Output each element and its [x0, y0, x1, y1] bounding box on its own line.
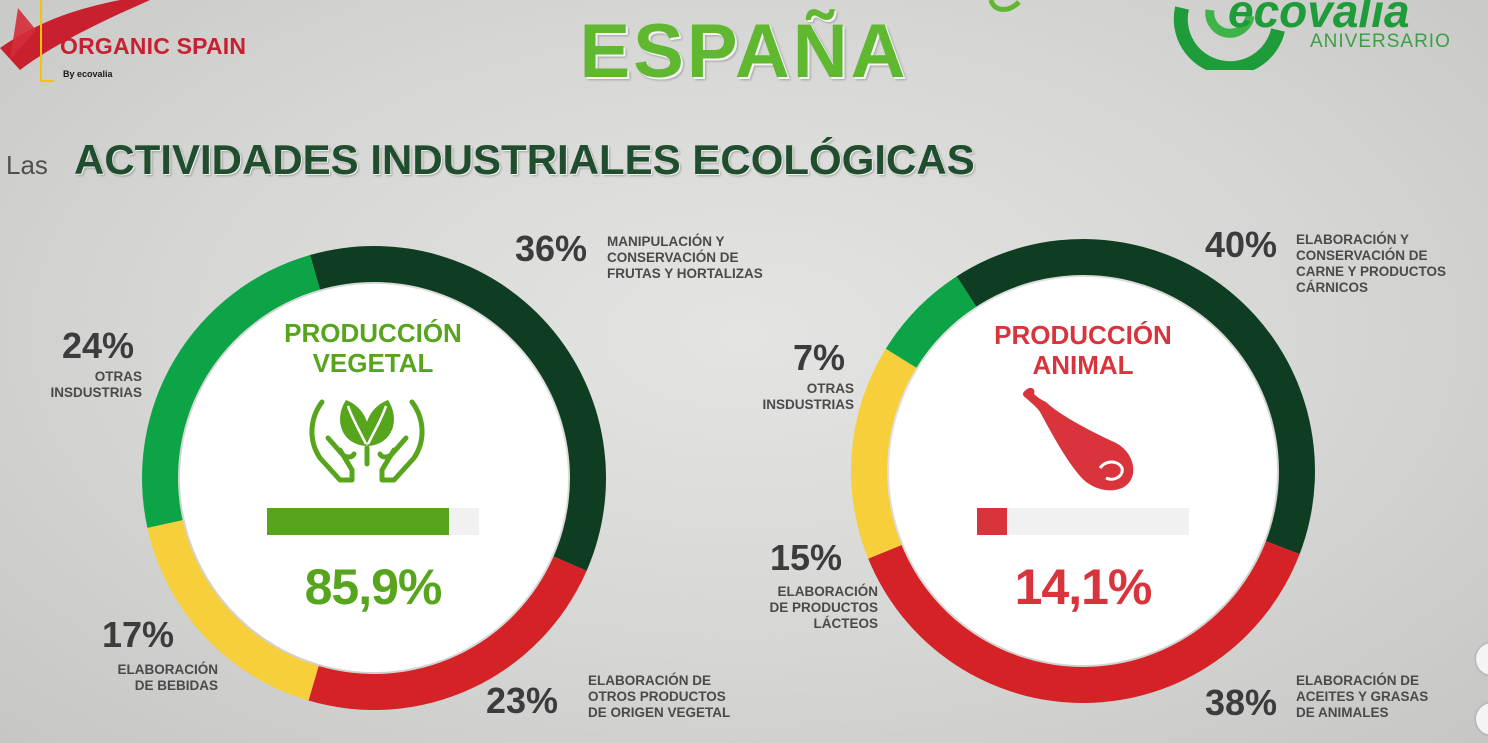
label-line: OTRAS	[806, 381, 854, 396]
label-line: ELABORACIÓN	[777, 584, 879, 599]
vegetal-pct-otros-productos: 23%	[486, 680, 559, 721]
vegetal-share-bar	[267, 508, 479, 535]
label-line: INSDUSTRIAS	[762, 397, 854, 412]
label-line: ELABORACIÓN DE	[1296, 673, 1420, 688]
label-line: DE ANIMALES	[1296, 705, 1389, 720]
label-line: INSDUSTRIAS	[50, 385, 142, 400]
scroll-control-bottom[interactable]	[1476, 703, 1488, 735]
label-line: DE BEBIDAS	[134, 678, 218, 693]
animal-pct-otras: 7%	[793, 337, 846, 378]
organic-spain-logo-text: ORGANIC SPAIN	[60, 33, 247, 59]
vegetal-label-frutas: MANIPULACIÓN Y CONSERVACIÓN DE FRUTAS Y …	[607, 234, 763, 282]
animal-share-value: 14,1%	[1014, 559, 1153, 615]
vegetal-segment-3	[142, 254, 320, 528]
animal-label-lacteos: ELABORACIÓN DE PRODUCTOS LÁCTEOS	[730, 584, 878, 632]
label-line: ELABORACIÓN	[117, 662, 219, 677]
animal-title-line2: ANIMAL	[1032, 350, 1134, 380]
label-line: CÁRNICOS	[1296, 280, 1369, 295]
animal-segment-2	[850, 348, 917, 559]
animal-label-carne: ELABORACIÓN Y CONSERVACIÓN DE CARNE Y PR…	[1296, 232, 1446, 296]
label-line: CONSERVACIÓN DE	[1296, 248, 1428, 263]
label-line: MANIPULACIÓN Y	[607, 234, 725, 249]
vegetal-segment-0	[310, 246, 606, 571]
vegetal-segment-1	[308, 556, 587, 710]
animal-pct-aceites: 38%	[1205, 682, 1278, 723]
vegetal-title-line2: VEGETAL	[312, 348, 434, 378]
vegetal-title-line1: PRODUCCIÓN	[284, 318, 462, 348]
animal-title-line1: PRODUCCIÓN	[994, 320, 1172, 350]
organic-spain-logo-subtext: By ecovalia	[63, 69, 113, 79]
vegetal-center-title: PRODUCCIÓN VEGETAL	[238, 318, 508, 378]
animal-segment-0	[956, 238, 1316, 555]
vegetal-share-bar-fill	[267, 508, 450, 535]
page-title: ESPAÑA	[579, 9, 909, 94]
vegetal-label-otros-productos: ELABORACIÓN DE OTROS PRODUCTOS DE ORIGEN…	[588, 673, 730, 721]
label-line: LÁCTEOS	[813, 616, 878, 631]
vegetal-segment-2	[147, 520, 319, 701]
label-line: DE PRODUCTOS	[769, 600, 878, 615]
organic-spain-logo-frame	[40, 0, 54, 82]
ecovalia-logo-ring	[1173, 6, 1285, 70]
animal-pct-carne: 40%	[1205, 224, 1278, 265]
vegetal-label-bebidas: ELABORACIÓN DE BEBIDAS	[90, 662, 219, 694]
vegetal-center-disc	[180, 284, 568, 672]
vegetal-share-value: 85,9%	[304, 559, 443, 615]
vegetal-pct-otras: 24%	[62, 325, 135, 366]
scroll-control-top[interactable]	[1476, 643, 1488, 675]
animal-center-title: PRODUCCIÓN ANIMAL	[948, 320, 1218, 380]
vegetal-pct-bebidas: 17%	[102, 614, 175, 655]
vegetal-label-otras: OTRAS INSDUSTRIAS	[14, 369, 142, 401]
section-title: ACTIVIDADES INDUSTRIALES ECOLÓGICAS	[74, 136, 975, 183]
label-line: OTRAS	[94, 369, 142, 384]
label-line: OTROS PRODUCTOS	[588, 689, 726, 704]
ecovalia-logo-text: ecovalia	[1228, 0, 1410, 37]
animal-segment-3	[885, 276, 977, 368]
organic-spain-logo-mark	[0, 0, 150, 70]
animal-label-aceites: ELABORACIÓN DE ACEITES Y GRASAS DE ANIMA…	[1296, 673, 1428, 721]
animal-label-otras: OTRAS INSDUSTRIAS	[726, 381, 854, 413]
label-line: ELABORACIÓN Y	[1296, 232, 1410, 247]
animal-pct-lacteos: 15%	[770, 537, 843, 578]
label-line: FRUTAS Y HORTALIZAS	[607, 266, 763, 281]
ecovalia-anniversary-text: ANIVERSARIO	[1310, 31, 1451, 52]
label-line: DE ORIGEN VEGETAL	[588, 705, 731, 720]
animal-segment-1	[868, 541, 1300, 704]
section-prefix: Las	[6, 150, 48, 180]
vegetal-pct-frutas: 36%	[515, 228, 588, 269]
plant-in-hands-icon	[309, 399, 425, 483]
label-line: ACEITES Y GRASAS	[1296, 689, 1429, 704]
animal-share-bar	[977, 508, 1189, 535]
animal-share-bar-fill	[977, 508, 1007, 535]
label-line: CARNE Y PRODUCTOS	[1296, 264, 1447, 279]
ham-leg-icon	[1023, 387, 1134, 491]
title-tail-glyph	[988, 0, 1021, 12]
label-line: CONSERVACIÓN DE	[607, 250, 739, 265]
label-line: ELABORACIÓN DE	[588, 673, 712, 688]
